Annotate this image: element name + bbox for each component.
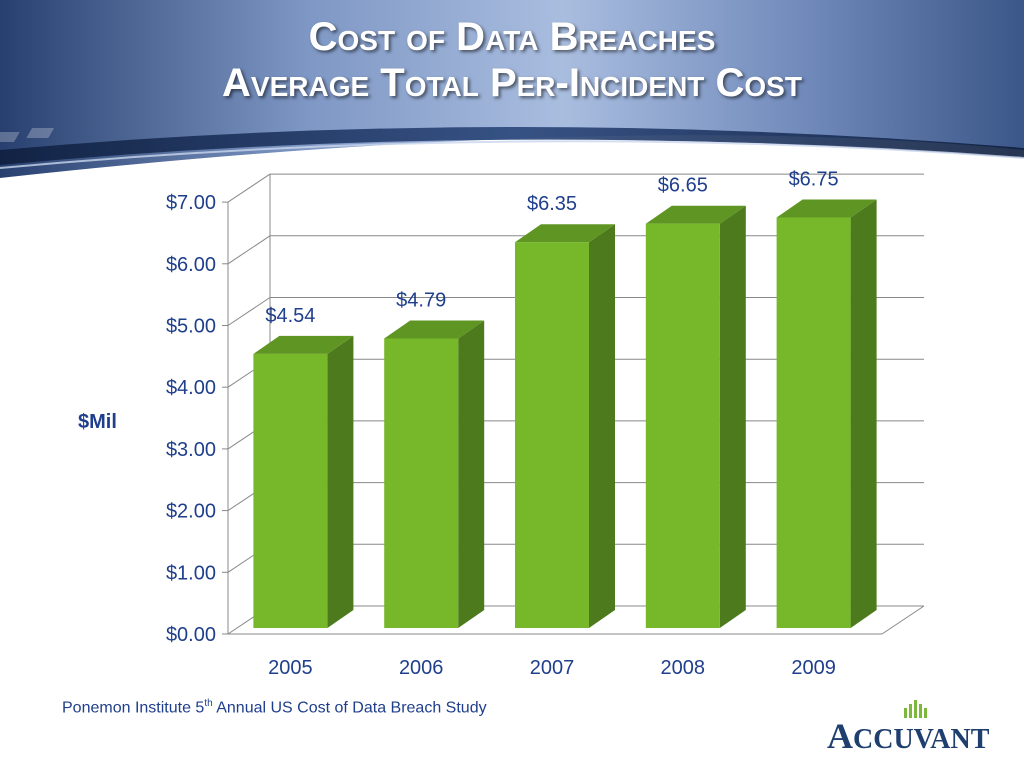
data-label: $6.65 — [658, 175, 708, 197]
source-prefix: Ponemon Institute 5 — [62, 699, 205, 717]
logo-wordmark: ACCUVANT — [827, 716, 990, 755]
data-label: $4.54 — [265, 305, 315, 327]
x-tick-label: 2006 — [399, 657, 444, 679]
bar-side — [850, 199, 877, 628]
y-tick-label: $0.00 — [166, 624, 216, 646]
y-tick-label: $4.00 — [166, 377, 216, 399]
bar — [384, 338, 459, 628]
source-suffix: Annual US Cost of Data Breach Study — [212, 699, 487, 717]
data-label: $6.75 — [789, 169, 839, 191]
bar — [253, 353, 328, 628]
y-axis-label: $Mil — [78, 411, 117, 433]
bar-top — [776, 199, 877, 218]
y-tick-label: $7.00 — [166, 192, 216, 214]
bar — [515, 242, 589, 628]
floor-right-edge — [881, 605, 925, 635]
gridline-diag — [227, 173, 271, 203]
bar-side — [458, 320, 485, 628]
bar-side — [719, 205, 746, 628]
y-tick-label: $6.00 — [166, 254, 216, 276]
data-label: $4.79 — [396, 289, 446, 311]
y-tick-label: $5.00 — [166, 316, 216, 338]
bar-top — [384, 320, 485, 339]
bar — [645, 223, 720, 628]
x-tick-label: 2008 — [661, 657, 706, 679]
source-note: Ponemon Institute 5th Annual US Cost of … — [62, 698, 487, 717]
logo-mark-icon — [904, 700, 927, 718]
y-tick-label: $1.00 — [166, 562, 216, 584]
bar-side — [589, 224, 615, 628]
header-banner — [0, 0, 1024, 178]
data-label: $6.35 — [527, 193, 577, 215]
x-tick-label: 2007 — [530, 657, 575, 679]
bar-side — [327, 335, 354, 628]
bar — [776, 217, 851, 628]
title-line-2: Average Total Per-Incident Cost — [222, 61, 802, 105]
x-tick-label: 2009 — [791, 657, 836, 679]
y-tick-label: $3.00 — [166, 439, 216, 461]
source-superscript: th — [204, 698, 213, 709]
page-title: Cost of Data Breaches Average Total Per-… — [0, 14, 1024, 106]
y-tick-label: $2.00 — [166, 501, 216, 523]
bar-top — [645, 205, 746, 224]
accuvant-logo: ACCUVANT — [827, 700, 990, 755]
bar-top — [515, 224, 615, 243]
x-tick-label: 2005 — [268, 657, 313, 679]
title-line-1: Cost of Data Breaches — [308, 15, 716, 59]
gridline-diag — [227, 297, 271, 326]
gridline-diag — [227, 235, 271, 265]
bar-top — [253, 335, 354, 354]
